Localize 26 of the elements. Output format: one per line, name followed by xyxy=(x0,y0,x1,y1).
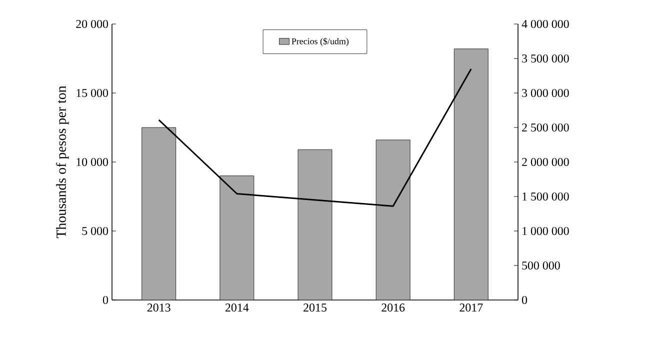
x-tick-label: 2017 xyxy=(460,304,483,312)
y2-tick-label: 2 500 000 xyxy=(522,123,569,132)
y-tick-label: 0 xyxy=(102,296,108,304)
bar xyxy=(220,176,254,300)
y2-tick-label: 1 000 000 xyxy=(522,226,569,236)
x-tick-label: 2013 xyxy=(147,304,170,312)
y2-tick-label: 2 000 000 xyxy=(522,158,569,166)
y2-tick-label: 500 000 xyxy=(522,261,560,270)
bar xyxy=(454,48,488,300)
y2-tick-label: 4 000 000 xyxy=(522,20,569,28)
y2-tick-label: 1 500 000 xyxy=(522,192,569,201)
x-tick-label: 2016 xyxy=(382,304,405,312)
y-tick-label: 20 000 xyxy=(76,20,108,28)
y-axis-title: Thousands of pesos per ton xyxy=(56,86,69,238)
y-tick-label: 10 000 xyxy=(76,158,108,166)
bar xyxy=(376,140,410,300)
x-tick-label: 2014 xyxy=(226,304,249,312)
bar xyxy=(298,149,332,300)
bar xyxy=(142,127,176,300)
y2-tick-label: 0 xyxy=(522,296,528,304)
y2-tick-label: 3 000 000 xyxy=(522,88,569,98)
legend-label: Precios ($/udm) xyxy=(292,38,349,46)
y2-tick-label: 3 500 000 xyxy=(522,54,569,63)
x-tick-label: 2015 xyxy=(304,304,326,312)
y-tick-label: 15 000 xyxy=(76,88,108,98)
y-tick-label: 5 000 xyxy=(82,226,108,236)
